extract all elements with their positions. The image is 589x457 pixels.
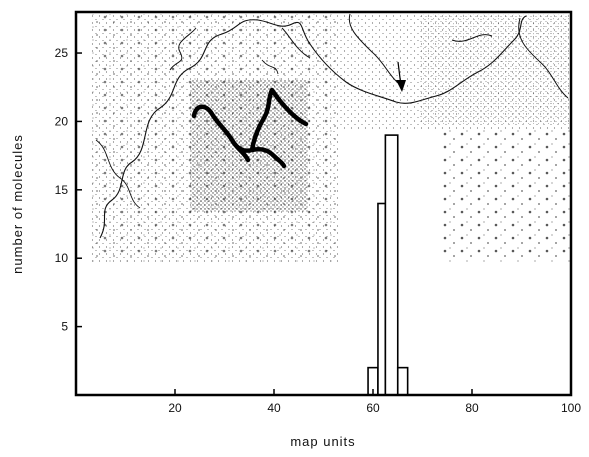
x-tick-label-60: 60 [366,401,380,415]
arrow-annotation [396,61,406,92]
x-tick-label-80: 80 [465,401,479,415]
x-tick-label-100: 100 [561,401,581,415]
y-tick-label-5: 5 [61,320,68,334]
y-tick-label-10: 10 [55,251,69,265]
histogram-bars [367,134,409,396]
micrograph-dense-square [190,80,308,212]
micrograph-region-right [440,129,570,264]
dna-strand-thin [99,15,527,239]
micrograph-region-top-dense [420,14,570,124]
histogram-bar-2 [377,202,387,396]
plot-frame [74,10,573,397]
micrograph-inset [91,13,570,264]
y-tick-label-25: 25 [55,46,69,60]
plot-blank-area [76,262,571,395]
x-axis: 20 40 60 80 100 [168,389,581,415]
histogram-bar-3 [384,134,399,396]
histogram-bar-4 [396,366,409,396]
y-tick-label-20: 20 [55,114,69,128]
x-tick-label-40: 40 [267,401,281,415]
dna-strand-thick [191,87,309,169]
dna-strand-thin-3 [95,59,279,209]
x-axis-title: map units [290,434,355,449]
y-axis-title: number of molecules [10,134,25,274]
y-tick-label-15: 15 [55,183,69,197]
y-axis: 5 10 15 20 25 [55,46,82,334]
x-tick-label-20: 20 [168,401,182,415]
dna-strand-thin-2 [169,13,569,99]
